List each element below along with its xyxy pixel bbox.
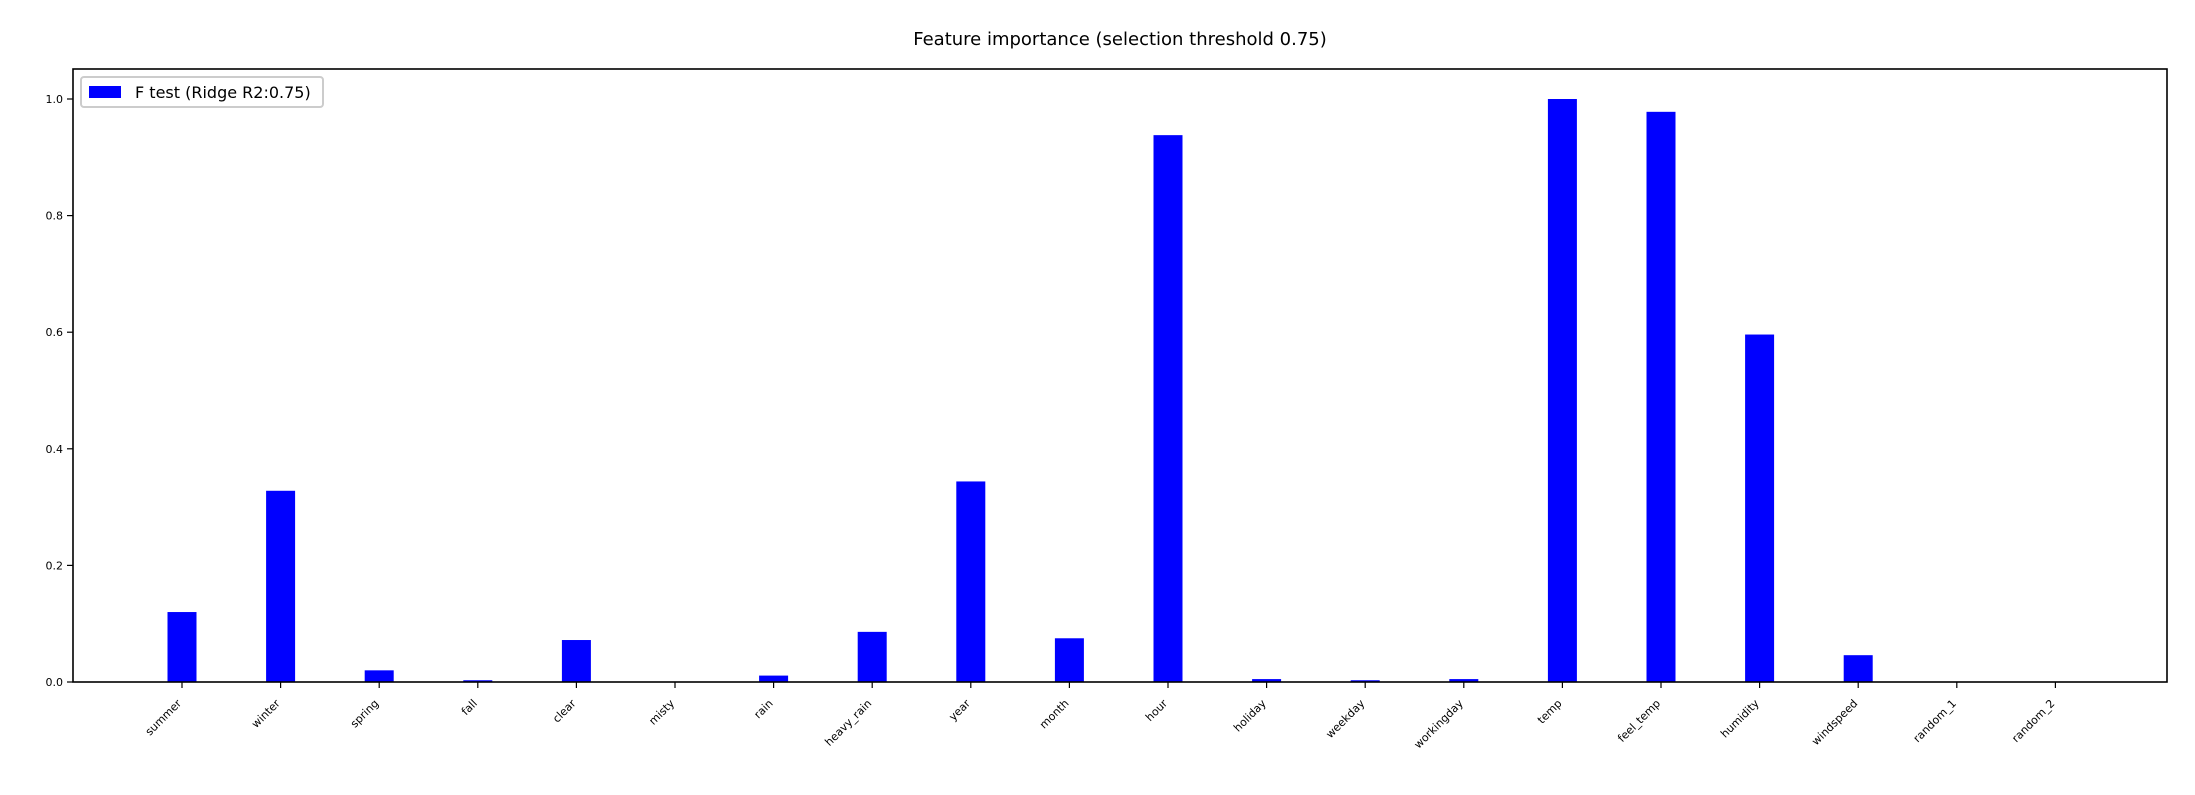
y-tick-label: 0.8: [46, 210, 64, 223]
x-tick-label: summer: [143, 697, 185, 739]
x-tick-label: temp: [1535, 697, 1565, 727]
bar-feel_temp: [1646, 111, 1676, 683]
x-tick-label: humidity: [1718, 697, 1762, 741]
x-tick-label: random_2: [2009, 697, 2057, 745]
bar-summer: [167, 612, 197, 682]
bar-clear: [561, 640, 591, 682]
x-tick-label: winter: [249, 697, 283, 731]
x-axis: summer winter spring fall clear misty rain heav…: [143, 682, 2058, 751]
x-tick-label: hour: [1143, 697, 1170, 724]
legend-swatch: [89, 86, 121, 98]
chart-title: Feature importance (selection threshold …: [913, 29, 1327, 50]
bar-spring: [364, 670, 394, 682]
bar-heavy_rain: [857, 631, 887, 682]
x-tick-label: random_1: [1911, 697, 1959, 745]
x-tick-label: windspeed: [1809, 697, 1860, 748]
x-tick-label: year: [946, 697, 973, 724]
y-tick-label: 1.0: [46, 93, 64, 106]
x-tick-label: weekday: [1323, 697, 1367, 741]
x-tick-label: rain: [751, 697, 775, 721]
bar-month: [1054, 638, 1084, 682]
x-tick-label: spring: [348, 697, 381, 730]
x-tick-label: month: [1037, 697, 1071, 731]
bar-winter: [266, 490, 296, 682]
bar-year: [956, 481, 986, 682]
bar-temp: [1547, 99, 1577, 682]
legend-box: [80, 76, 324, 108]
legend: F test (Ridge R2:0.75): [80, 76, 324, 108]
y-tick-label: 0.6: [46, 326, 64, 339]
x-tick-label: misty: [646, 697, 677, 728]
y-tick-label: 0.4: [46, 443, 64, 456]
y-tick-label: 0.0: [46, 676, 64, 689]
y-axis: 0.0 0.2 0.4 0.6 0.8 1.0: [46, 93, 73, 689]
bar-holiday: [1252, 679, 1282, 682]
x-tick-label: feel_temp: [1615, 697, 1663, 745]
x-tick-label: heavy_rain: [822, 697, 874, 749]
bar-rain: [759, 675, 789, 682]
x-tick-label: clear: [550, 697, 579, 726]
bar-fall: [463, 680, 493, 682]
plot-frame: [72, 68, 2168, 683]
bar-weekday: [1350, 680, 1380, 682]
bar-hour: [1153, 135, 1183, 682]
y-tick-label: 0.2: [46, 559, 64, 572]
bar-humidity: [1745, 334, 1775, 682]
bars: [167, 99, 1873, 683]
bar-windspeed: [1843, 655, 1873, 682]
legend-label: F test (Ridge R2:0.75): [135, 83, 311, 102]
x-tick-label: fall: [459, 697, 480, 718]
bar-workingday: [1449, 679, 1479, 682]
x-tick-label: workingday: [1412, 697, 1467, 752]
x-tick-label: holiday: [1231, 697, 1269, 735]
